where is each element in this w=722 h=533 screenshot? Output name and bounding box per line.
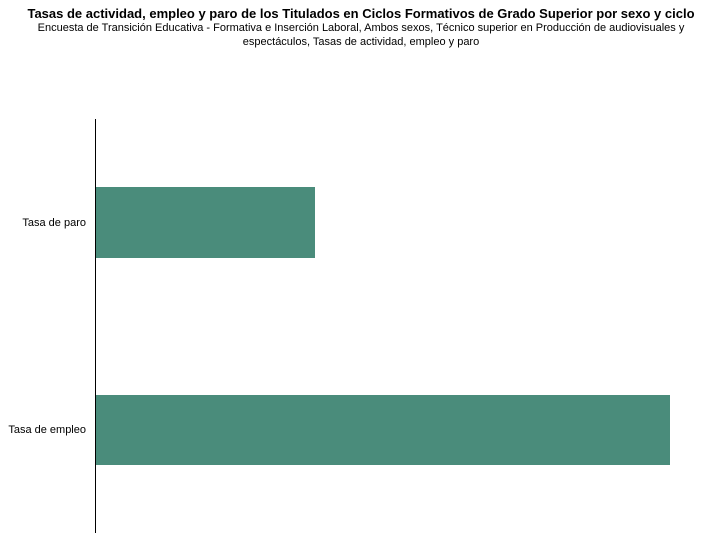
- y-axis-label: Tasa de empleo: [8, 424, 96, 436]
- chart-title-text: Tasas de actividad, empleo y paro de los…: [27, 6, 694, 21]
- bar-tasa-de-empleo: [96, 395, 670, 466]
- plot-area: 010203040506070 Tasa de paroTasa de empl…: [95, 119, 695, 533]
- bar-tasa-de-paro: [96, 187, 315, 258]
- chart-subtitle-text: Encuesta de Transición Educativa - Forma…: [38, 22, 685, 48]
- chart-subtitle: Encuesta de Transición Educativa - Forma…: [0, 22, 722, 54]
- chart-area: 010203040506070 Tasa de paroTasa de empl…: [0, 54, 722, 533]
- y-axis-label: Tasa de paro: [22, 217, 96, 229]
- chart-title: Tasas de actividad, empleo y paro de los…: [0, 0, 722, 22]
